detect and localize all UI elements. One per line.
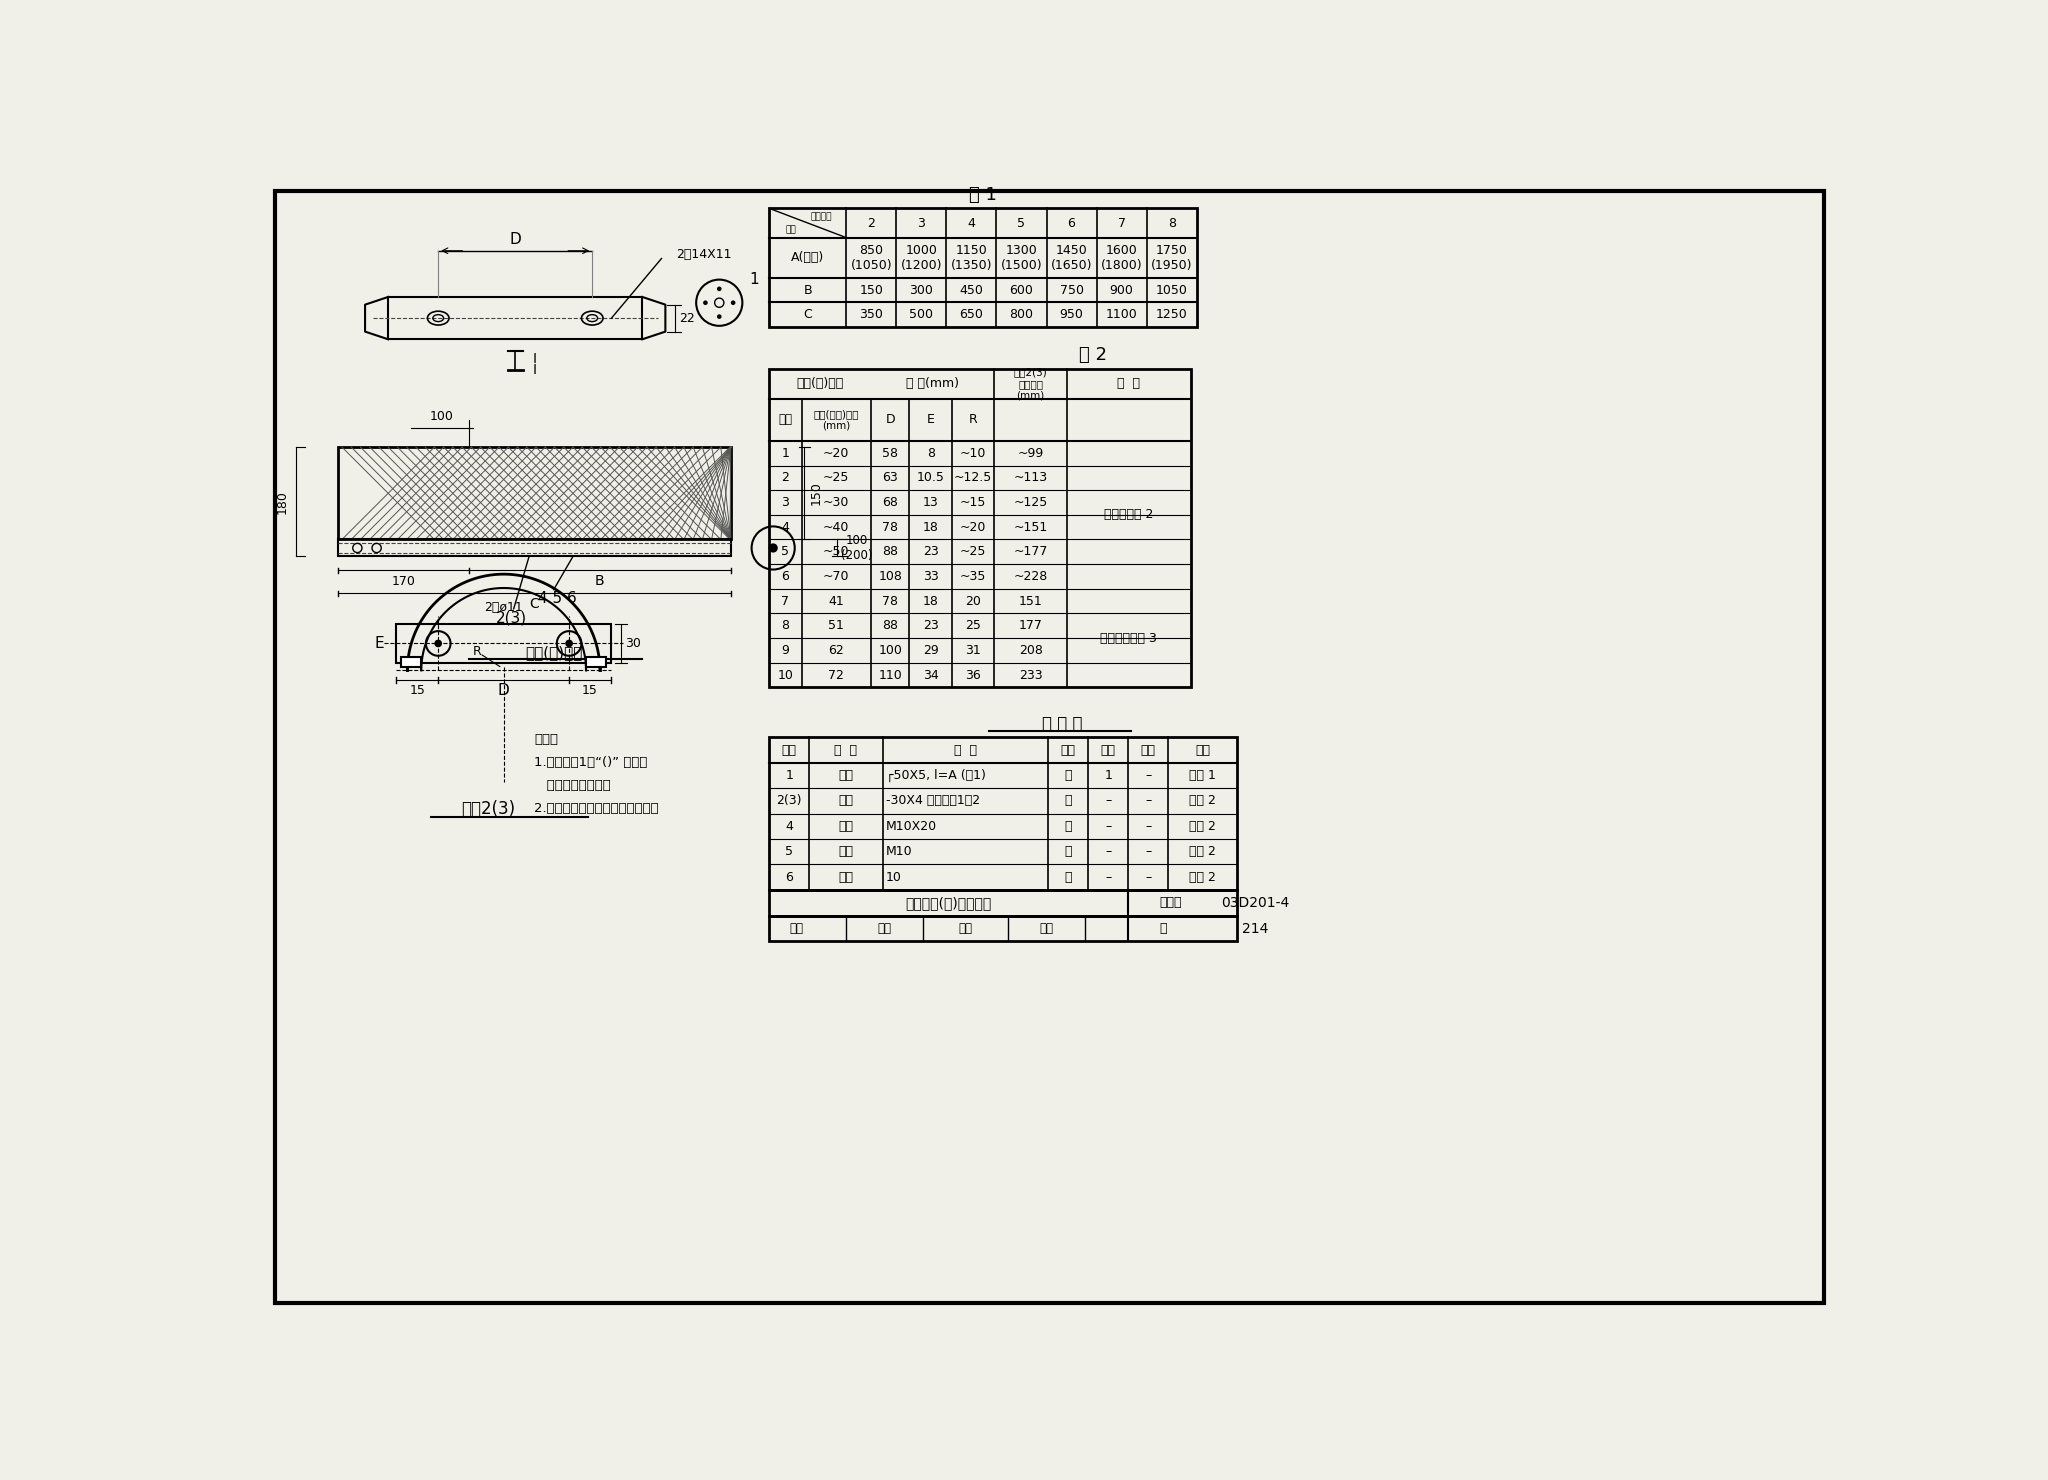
Text: 校对: 校对 (879, 922, 891, 935)
Text: 电缆头用零件 3: 电缆头用零件 3 (1100, 632, 1157, 645)
Text: 5: 5 (784, 845, 793, 858)
Text: ~25: ~25 (823, 472, 850, 484)
Text: 1600
(1800): 1600 (1800) (1100, 244, 1143, 272)
Bar (338, 447, 731, 540)
Bar (395, 625, 612, 663)
Text: 30: 30 (625, 636, 641, 650)
Text: ~228: ~228 (1014, 570, 1049, 583)
Bar (770, 209, 1196, 327)
Text: 34: 34 (924, 669, 938, 681)
Text: 950: 950 (1059, 308, 1083, 321)
Text: 214: 214 (1241, 922, 1268, 935)
Text: 108: 108 (879, 570, 903, 583)
Text: 500: 500 (909, 308, 934, 321)
Text: 1100: 1100 (1106, 308, 1137, 321)
Text: 4 5 6: 4 5 6 (539, 592, 578, 607)
Text: 63: 63 (883, 472, 899, 484)
Text: 6: 6 (1067, 216, 1075, 229)
Text: 850
(1050): 850 (1050) (850, 244, 893, 272)
Text: 说明 2: 说明 2 (1190, 870, 1217, 884)
Text: 卡子: 卡子 (838, 795, 854, 808)
Text: 7: 7 (782, 595, 788, 608)
Text: 100: 100 (879, 644, 903, 657)
Bar (770, 916, 1237, 941)
Text: 电缆(头)支架: 电缆(头)支架 (524, 645, 582, 660)
Text: 1250: 1250 (1155, 308, 1188, 321)
Text: 数量: 数量 (1100, 743, 1116, 756)
Text: 电缆(头)支架: 电缆(头)支架 (797, 377, 844, 391)
Text: 150: 150 (809, 481, 823, 505)
Text: 单位: 单位 (1061, 743, 1075, 756)
Text: 核定: 核定 (958, 922, 973, 935)
Text: ~20: ~20 (823, 447, 850, 460)
Text: 15: 15 (582, 684, 598, 697)
Text: E: E (926, 413, 934, 426)
Text: 23: 23 (924, 545, 938, 558)
Text: R: R (473, 645, 481, 657)
Text: 用于电缆头支架。: 用于电缆头支架。 (535, 780, 610, 792)
Text: 2(3): 2(3) (496, 611, 526, 626)
Text: ~25: ~25 (961, 545, 987, 558)
Text: –: – (1145, 870, 1151, 884)
Text: 编号: 编号 (778, 413, 793, 426)
Text: 个: 个 (1065, 845, 1071, 858)
Text: 个: 个 (1065, 870, 1071, 884)
Text: A(总长): A(总长) (791, 252, 825, 263)
Text: 800: 800 (1010, 308, 1034, 321)
Text: 1: 1 (782, 447, 788, 460)
Text: 4: 4 (967, 216, 975, 229)
Text: 备  注: 备 注 (1118, 377, 1141, 391)
Text: 18: 18 (924, 595, 938, 608)
Text: 68: 68 (883, 496, 899, 509)
Bar (770, 370, 1190, 687)
Text: 1050: 1050 (1155, 284, 1188, 296)
Text: 电缆(脖子)直径
(mm): 电缆(脖子)直径 (mm) (813, 408, 858, 431)
Text: ~151: ~151 (1014, 521, 1049, 534)
Circle shape (702, 300, 709, 305)
Text: 36: 36 (965, 669, 981, 681)
Text: C: C (803, 308, 813, 321)
Text: 177: 177 (1018, 619, 1042, 632)
Text: 1750
(1950): 1750 (1950) (1151, 244, 1192, 272)
Text: 尺寸: 尺寸 (786, 225, 797, 234)
Bar (338, 540, 731, 556)
Text: ~99: ~99 (1018, 447, 1044, 460)
Text: 600: 600 (1010, 284, 1034, 296)
Text: –: – (1106, 820, 1112, 833)
Text: 零件2(3)
展开长度
(mm): 零件2(3) 展开长度 (mm) (1014, 367, 1049, 401)
Text: 1.图中及表1中“()” 内数字: 1.图中及表1中“()” 内数字 (535, 756, 647, 770)
Text: 151: 151 (1018, 595, 1042, 608)
Text: ~113: ~113 (1014, 472, 1049, 484)
Text: 审核: 审核 (788, 922, 803, 935)
Text: –: – (1106, 795, 1112, 808)
Text: 8: 8 (1167, 216, 1176, 229)
Text: 03D201-4: 03D201-4 (1221, 895, 1290, 910)
Text: –: – (1145, 845, 1151, 858)
Text: M10X20: M10X20 (885, 820, 936, 833)
Text: 10: 10 (885, 870, 901, 884)
Text: 180: 180 (274, 490, 289, 514)
Text: 个: 个 (1065, 820, 1071, 833)
Text: 规  格: 规 格 (954, 743, 977, 756)
Text: B: B (596, 574, 604, 588)
Text: D: D (885, 413, 895, 426)
Text: 300: 300 (909, 284, 934, 296)
Text: 说明 2: 说明 2 (1190, 845, 1217, 858)
Text: –: – (1106, 845, 1112, 858)
Text: 4: 4 (784, 820, 793, 833)
Text: 说明 2: 说明 2 (1190, 820, 1217, 833)
Text: ~125: ~125 (1014, 496, 1049, 509)
Text: B: B (803, 284, 813, 296)
Circle shape (565, 639, 573, 647)
Text: 20: 20 (965, 595, 981, 608)
Text: ~20: ~20 (961, 521, 987, 534)
Text: 图集号: 图集号 (1159, 897, 1182, 909)
Text: 螺母: 螺母 (838, 845, 854, 858)
Text: 62: 62 (829, 644, 844, 657)
Text: 4: 4 (782, 521, 788, 534)
Text: 10: 10 (778, 669, 793, 681)
Text: D: D (498, 682, 510, 699)
Text: 明 细 表: 明 细 表 (1042, 715, 1081, 733)
Text: 650: 650 (961, 308, 983, 321)
Text: 41: 41 (829, 595, 844, 608)
